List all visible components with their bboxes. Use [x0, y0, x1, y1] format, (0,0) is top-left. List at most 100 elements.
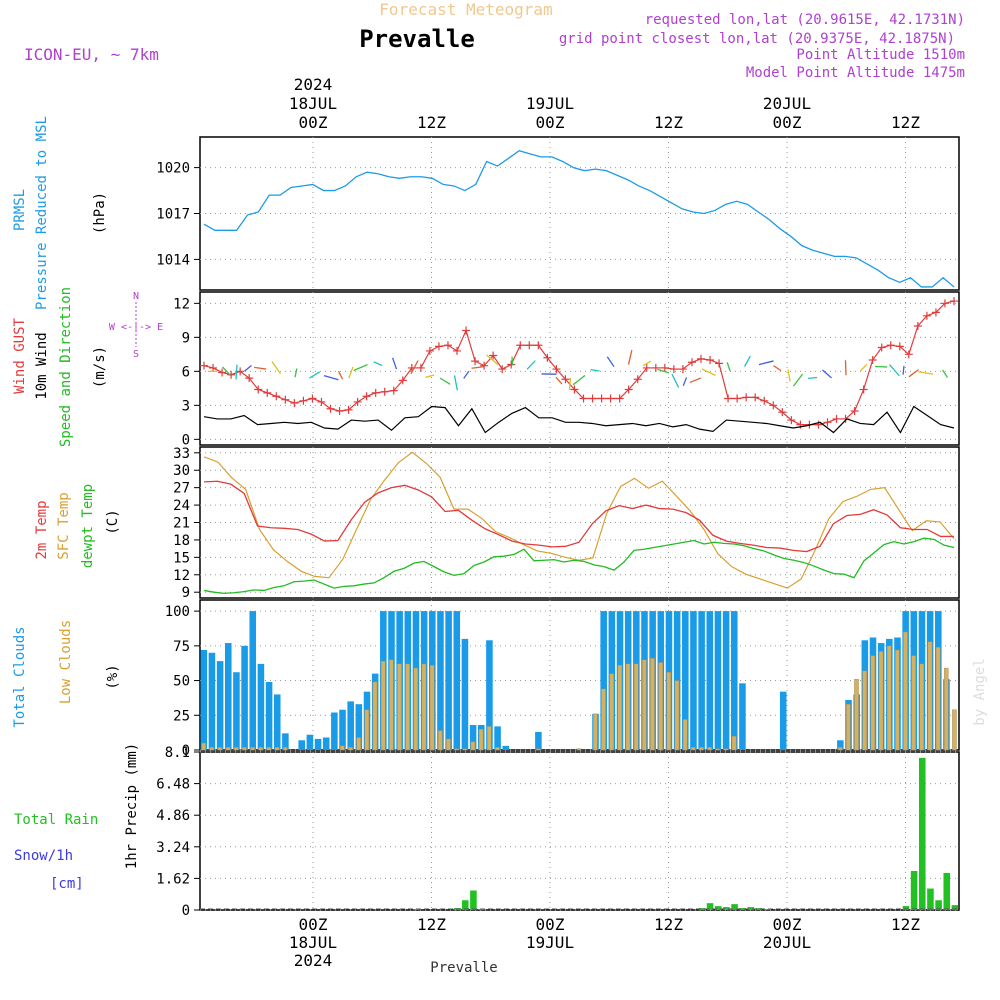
- total-clouds-bar: [331, 712, 338, 750]
- gust-marker: [462, 326, 471, 335]
- wind-direction-arrow: [792, 373, 804, 387]
- low-clouds-bar: [209, 747, 215, 751]
- rain-bar: [902, 906, 910, 910]
- rain-bar: [731, 904, 738, 910]
- wind-direction-arrow: [410, 360, 419, 375]
- y-tick-label: 6.48: [156, 777, 190, 793]
- gust-marker: [371, 388, 380, 397]
- low-clouds-bar: [731, 735, 737, 751]
- footer-location: Prevalle: [430, 960, 497, 976]
- compass-north: N: [133, 291, 139, 302]
- wind-direction-arrow: [568, 377, 572, 390]
- gust-marker: [633, 375, 642, 384]
- low-clouds-bar: [437, 730, 443, 751]
- total-clouds-label: Total Clouds: [12, 626, 28, 727]
- pressure-panel: PRMSL Pressure Reduced to MSL (hPa) 1014…: [12, 116, 960, 310]
- y-tick-label: 18: [173, 533, 190, 549]
- low-clouds-bar: [258, 747, 263, 751]
- wind-direction-arrow: [222, 366, 232, 377]
- low-clouds-bar: [658, 662, 663, 751]
- low-clouds-bar: [854, 678, 859, 751]
- low-clouds-bar: [707, 747, 712, 751]
- wind-direction-arrow: [337, 370, 344, 380]
- y-tick-label: 30: [173, 463, 190, 479]
- y-tick-label: 0: [182, 432, 190, 448]
- gust-marker: [606, 394, 615, 403]
- low-clouds-bar: [682, 719, 688, 751]
- wind-direction-arrow: [235, 364, 238, 380]
- gust-marker: [940, 299, 949, 308]
- wind-speed-direction-label: Speed and Direction: [58, 287, 74, 447]
- bottom-time-label: 12Z: [654, 915, 683, 934]
- snow-unit-label: [cm]: [50, 876, 84, 892]
- y-tick-label: 21: [173, 516, 190, 532]
- total-clouds-bar: [469, 725, 477, 750]
- gust-marker: [760, 396, 769, 405]
- low-clouds-bar: [715, 748, 721, 751]
- rain-bar: [918, 757, 926, 910]
- gust-marker: [453, 346, 462, 355]
- y-tick-label: 25: [173, 708, 190, 724]
- low-clouds-bar: [609, 673, 614, 751]
- wind-direction-arrow: [918, 371, 934, 375]
- low-clouds-bar: [364, 709, 370, 751]
- precip-panel: Total Rain Snow/1h [cm] 1hr Precip (mm) …: [14, 743, 960, 919]
- total-clouds-bar: [706, 611, 714, 750]
- gust-marker: [733, 394, 742, 403]
- gust-marker: [516, 341, 525, 350]
- low-clouds-bar: [699, 747, 704, 751]
- wind-direction-arrow: [743, 355, 751, 367]
- rain-bar: [412, 909, 420, 910]
- low-clouds-bar: [723, 748, 729, 751]
- rain-bar: [723, 907, 730, 910]
- bottom-time-label: 19JUL: [526, 933, 574, 952]
- gust-marker: [471, 357, 480, 366]
- wind-direction-arrow: [294, 368, 298, 378]
- temp-dewpt-label: dewpt Temp: [80, 484, 96, 568]
- gust-marker: [696, 354, 705, 363]
- gust-marker: [443, 341, 452, 350]
- pressure-label-prmsl: PRMSL: [12, 189, 28, 231]
- total-clouds-bar: [347, 701, 354, 750]
- total-clouds-bar: [445, 611, 452, 750]
- total-clouds-bar: [257, 663, 265, 750]
- panel-frame: [199, 751, 960, 911]
- y-tick-label: 9: [182, 330, 190, 346]
- gust-marker: [669, 365, 678, 374]
- total-clouds-bar: [208, 652, 216, 750]
- rain-bar: [706, 903, 714, 910]
- gust-marker: [579, 394, 588, 403]
- gust-marker: [823, 418, 832, 427]
- low-clouds-bar: [413, 667, 419, 751]
- gust-marker: [218, 368, 227, 377]
- wind-direction-arrow: [323, 375, 339, 381]
- low-clouds-bar: [576, 748, 582, 751]
- low-clouds-bar: [878, 651, 884, 751]
- top-time-label: 12Z: [891, 113, 920, 132]
- bottom-time-label: 00Z: [536, 915, 565, 934]
- low-clouds-bar: [535, 748, 541, 751]
- wind-direction-arrow: [348, 366, 354, 379]
- low-clouds-bar: [870, 655, 876, 751]
- total-clouds-bar: [698, 611, 705, 750]
- wind-direction-arrow: [391, 357, 398, 370]
- panel-frame: [199, 599, 960, 751]
- wind-direction-arrow: [787, 369, 791, 382]
- wind-direction-arrow: [309, 371, 321, 379]
- gust-marker: [272, 392, 281, 401]
- precip-axis-label: 1hr Precip (mm): [124, 743, 140, 869]
- low-clouds-bar: [282, 747, 288, 751]
- total-clouds-bar: [600, 611, 607, 750]
- total-clouds-bar: [730, 611, 738, 750]
- low-clouds-bar: [462, 748, 468, 751]
- total-clouds-bar: [322, 737, 330, 750]
- wind-direction-arrow: [572, 374, 586, 386]
- wind-direction-arrow: [606, 356, 615, 368]
- total-clouds-bar: [249, 611, 257, 750]
- y-tick-label: 15: [173, 550, 190, 566]
- top-time-label: 12Z: [654, 113, 683, 132]
- gust-marker: [642, 363, 651, 372]
- gust-marker: [913, 322, 922, 330]
- low-clouds-bar: [601, 688, 606, 751]
